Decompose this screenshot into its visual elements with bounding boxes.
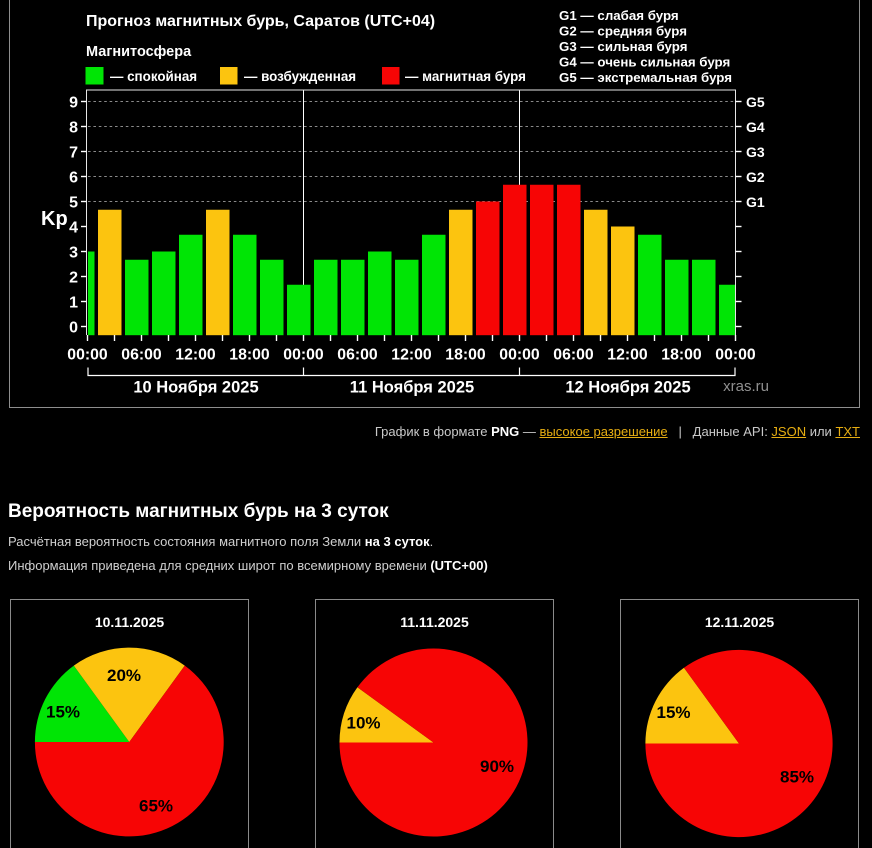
svg-text:12:00: 12:00 (607, 346, 648, 363)
svg-text:1: 1 (69, 294, 78, 311)
svg-text:12.11.2025: 12.11.2025 (705, 614, 775, 630)
svg-text:— возбужденная: — возбужденная (244, 69, 356, 84)
svg-text:00:00: 00:00 (283, 346, 324, 363)
svg-text:18:00: 18:00 (445, 346, 486, 363)
svg-text:Магнитосфера: Магнитосфера (86, 44, 192, 60)
svg-text:G4: G4 (746, 119, 765, 135)
svg-text:Прогноз магнитных бурь, Сарато: Прогноз магнитных бурь, Саратов (UTC+04) (86, 13, 435, 30)
svg-text:00:00: 00:00 (499, 346, 540, 363)
svg-text:G1: G1 (746, 194, 765, 210)
svg-text:7: 7 (69, 144, 78, 161)
svg-text:Kp: Kp (41, 208, 68, 230)
svg-text:12:00: 12:00 (391, 346, 432, 363)
svg-text:5: 5 (69, 194, 78, 211)
svg-text:G3: G3 (746, 144, 765, 160)
svg-text:— магнитная буря: — магнитная буря (405, 69, 526, 84)
svg-text:9: 9 (69, 94, 78, 111)
svg-text:3: 3 (69, 244, 78, 261)
svg-text:10%: 10% (346, 714, 380, 733)
svg-text:G2 — средняя буря: G2 — средняя буря (559, 24, 687, 39)
svg-text:G5 — экстремальная буря: G5 — экстремальная буря (559, 70, 732, 85)
svg-text:20%: 20% (107, 666, 141, 685)
svg-text:6: 6 (69, 169, 78, 186)
svg-text:11.11.2025: 11.11.2025 (400, 614, 469, 630)
svg-text:85%: 85% (780, 768, 814, 787)
svg-text:— спокойная: — спокойная (110, 69, 197, 84)
svg-text:11 Ноября 2025: 11 Ноября 2025 (350, 378, 474, 396)
svg-text:12 Ноября 2025: 12 Ноября 2025 (565, 378, 690, 396)
svg-text:10 Ноября 2025: 10 Ноября 2025 (133, 378, 258, 396)
svg-text:15%: 15% (656, 703, 690, 722)
svg-text:12:00: 12:00 (175, 346, 216, 363)
svg-text:18:00: 18:00 (661, 346, 702, 363)
svg-text:xras.ru: xras.ru (723, 378, 769, 395)
svg-text:65%: 65% (139, 797, 173, 816)
svg-text:06:00: 06:00 (121, 346, 162, 363)
svg-text:15%: 15% (46, 703, 80, 722)
svg-text:G4 — очень сильная буря: G4 — очень сильная буря (559, 55, 730, 70)
svg-text:8: 8 (69, 119, 78, 136)
svg-text:00:00: 00:00 (715, 346, 756, 363)
svg-text:4: 4 (69, 219, 78, 236)
svg-text:G1 — слабая буря: G1 — слабая буря (559, 8, 679, 23)
svg-text:18:00: 18:00 (229, 346, 270, 363)
svg-text:G3 — сильная буря: G3 — сильная буря (559, 39, 687, 54)
svg-text:10.11.2025: 10.11.2025 (95, 614, 165, 630)
svg-text:2: 2 (69, 269, 78, 286)
svg-text:90%: 90% (480, 757, 514, 776)
svg-text:G2: G2 (746, 169, 765, 185)
svg-text:06:00: 06:00 (553, 346, 594, 363)
svg-text:00:00: 00:00 (67, 346, 108, 363)
svg-text:G5: G5 (746, 94, 765, 110)
svg-text:0: 0 (69, 319, 78, 336)
svg-text:06:00: 06:00 (337, 346, 378, 363)
